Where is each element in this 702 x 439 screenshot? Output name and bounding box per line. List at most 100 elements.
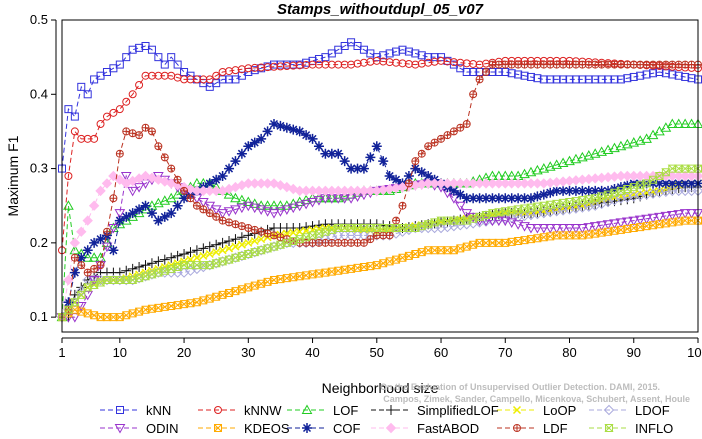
data-point [97,121,104,128]
x-tick-label: 50 [370,345,384,360]
legend-label: COF [333,421,361,434]
x-tick-label: 100 [687,345,702,360]
legend-item-odin: ODIN [100,421,179,434]
data-point [431,139,438,146]
x-tick-label: 40 [305,345,319,360]
data-point [282,123,292,133]
legend-marker [302,423,312,433]
data-point [71,254,78,261]
data-point [457,124,464,131]
data-point [367,236,374,243]
y-axis-label: Maximum F1 [5,135,21,216]
data-point [136,132,143,139]
legend-label: LoOP [543,403,576,418]
data-point [532,191,542,201]
data-point [70,238,79,247]
data-point [116,150,123,157]
chart-title: Stamps_withoutdupl_05_v07 [277,1,484,18]
x-tick-label: 30 [241,345,255,360]
data-point [450,128,457,135]
legend-item-fastabod: FastABOD [371,421,479,434]
data-point [444,132,451,139]
x-tick-label: 20 [177,345,191,360]
data-point [71,128,78,135]
legend-item-lof: LOF [287,403,358,418]
data-point [483,69,490,76]
x-tick-label: 70 [498,345,512,360]
data-point [161,154,168,161]
data-point [476,76,483,83]
data-point [174,176,181,183]
x-tick-label: 10 [113,345,127,360]
series-layer [57,39,702,322]
data-point [110,109,117,116]
data-point [399,202,406,209]
y-tick-label: 0.4 [30,86,48,101]
legend-label: LDF [543,421,568,434]
data-point [97,262,104,269]
data-point [539,190,549,200]
data-point [470,91,477,98]
y-tick-label: 0.5 [30,12,48,27]
data-point [545,188,555,198]
data-point [288,125,298,135]
legend-item-cof: COF [287,421,361,434]
y-axis: 0.1 0.2 0.3 0.4 0.5 [30,12,56,324]
data-point [393,217,400,224]
legend-label: LDOF [635,403,670,418]
series-line-ldof [62,191,698,317]
x-tick-label: 60 [434,345,448,360]
data-point [91,265,98,272]
legend-item-ldf: LDF [497,421,568,434]
legend-label: LOF [333,403,358,418]
data-point [463,121,470,128]
data-point [200,206,207,213]
data-point [526,193,536,203]
data-point [187,195,194,202]
legend-item-ldof: LDOF [589,403,670,418]
legend-item-knnw: kNNW [198,403,282,418]
data-point [142,124,149,131]
data-point [103,228,110,235]
data-point [84,269,91,276]
legend-label: ODIN [146,421,179,434]
x-tick-label: 80 [562,345,576,360]
data-point [386,232,393,239]
data-point [438,135,445,142]
legend-label: KDEOS [244,421,290,434]
y-tick-label: 0.3 [30,161,48,176]
data-point [372,141,382,151]
data-point [181,187,188,194]
data-point [412,158,419,165]
x-tick-label: 90 [627,345,641,360]
legend-item-loop: LoOP [497,403,576,418]
legend: kNN kNNW LOF SimplifiedLOF LoOP LDOF ODIN KDEOS… [100,403,673,434]
legend-label: kNNW [244,403,282,418]
data-point [70,268,80,278]
data-point [418,150,425,157]
data-point [213,213,220,220]
data-point [360,239,367,246]
y-tick-label: 0.2 [30,235,48,250]
data-point [83,216,92,225]
data-point [148,128,155,135]
legend-marker [514,425,521,432]
data-point [78,262,85,269]
data-point [108,245,118,255]
legend-item-inflo: INFLO [589,421,673,434]
data-point [425,143,432,150]
legend-item-simplifiedlof: SimplifiedLOF [371,403,499,418]
data-point [90,201,99,210]
watermark-line-2: On the Evaluation of Unsupervised Outlie… [380,382,660,392]
legend-label: kNN [146,403,171,418]
legend-label: FastABOD [417,421,479,434]
y-tick-label: 0.1 [30,309,48,324]
data-point [136,82,143,89]
data-point [77,227,86,236]
data-point [168,165,175,172]
data-point [155,143,162,150]
data-point [116,106,123,113]
data-point [206,210,213,217]
